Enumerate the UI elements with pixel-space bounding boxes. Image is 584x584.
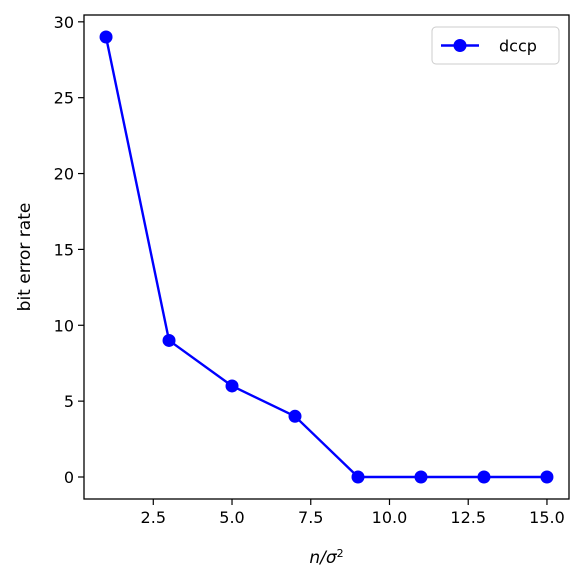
x-tick-label: 10.0 [372,508,408,527]
y-tick-label: 20 [54,165,74,184]
y-tick-label: 10 [54,316,74,335]
legend-label: dccp [499,37,537,56]
x-tick-label: 12.5 [450,508,486,527]
y-axis-ticks: 0 5 10 15 20 25 30 [54,13,84,487]
x-tick-label: 7.5 [298,508,323,527]
x-axis-ticks: 2.5 5.0 7.5 10.0 12.5 15.0 [141,499,565,527]
y-tick-label: 30 [54,13,74,32]
legend-marker-swatch [453,39,467,52]
legend-box [431,26,560,65]
series-line-dccp [104,36,547,479]
data-point-dccp [414,470,428,484]
data-point-dccp [99,30,113,44]
data-layer [99,30,554,484]
data-point-dccp [162,333,176,347]
x-axis-label: n/σ2 [309,547,343,569]
data-point-dccp [540,470,554,484]
data-point-dccp [351,470,365,484]
x-tick-label: 2.5 [141,508,166,527]
y-tick-label: 0 [64,468,74,487]
y-tick-label: 15 [54,240,74,259]
data-point-dccp [477,470,491,484]
x-tick-label: 15.0 [529,508,565,527]
data-point-dccp [225,379,239,393]
y-axis-label: bit error rate [15,203,35,312]
plot-frame [83,14,570,500]
x-axis-label-superscript: 2 [337,547,344,560]
y-tick-label: 25 [54,89,74,108]
x-axis-label-text: n/σ [309,548,338,568]
x-tick-label: 5.0 [219,508,244,527]
data-point-dccp [288,409,302,423]
legend: dccp [431,26,560,65]
y-tick-label: 5 [64,392,74,411]
